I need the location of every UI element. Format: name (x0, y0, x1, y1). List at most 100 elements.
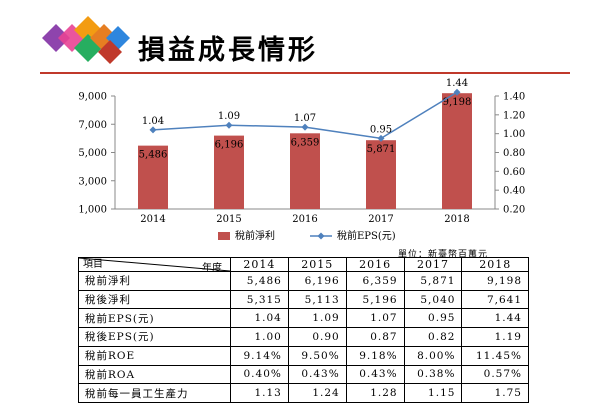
table-cell: 9,198 (461, 271, 529, 291)
table-cell: 0.82 (403, 327, 463, 347)
row-label: 稅前每一員工生產力 (78, 383, 231, 403)
table-cell: 1.19 (461, 327, 529, 347)
table-row: 稅後淨利 5,315 5,113 5,196 5,040 7,641 (78, 289, 529, 310)
row-label: 稅前ROE (78, 345, 231, 366)
unit-note: 單位：新臺幣百萬元 (398, 250, 489, 260)
bar (214, 135, 244, 209)
legend-swatch-bar (218, 232, 230, 240)
brand-logo (42, 16, 130, 64)
table-cell: 0.43% (345, 364, 405, 385)
table-cell: 9.18% (345, 345, 405, 366)
x-tick-label: 2015 (216, 214, 241, 225)
table-cell: 6,359 (345, 271, 405, 291)
table-row: 稅前ROA 0.40% 0.43% 0.43% 0.38% 0.57% (78, 364, 529, 385)
table-cell: 1.28 (345, 383, 405, 403)
bar (138, 145, 168, 209)
row-label: 稅後淨利 (78, 289, 231, 310)
eps-point (149, 126, 157, 134)
row-label: 稅後EPS(元) (78, 327, 231, 347)
legend-swatch-marker (317, 232, 325, 240)
right-tick-label: 0.60 (503, 167, 525, 178)
legend-label: 稅前淨利 (235, 229, 275, 242)
eps-point (225, 121, 233, 129)
legend-label: 稅前EPS(元) (337, 229, 396, 242)
left-tick-label: 9,000 (78, 92, 107, 103)
eps-data-label: 1.07 (294, 113, 316, 124)
table-cell: 1.13 (230, 383, 289, 403)
row-label: 稅前EPS(元) (78, 308, 231, 329)
table-cell: 1.07 (345, 308, 405, 329)
table-cell: 1.15 (403, 383, 463, 403)
table-cell: 8.00% (403, 345, 463, 366)
table-cell: 0.43% (287, 364, 347, 385)
bar (366, 140, 396, 209)
profit-growth-chart: 9,000 7,000 5,000 3,000 1,000 1.40 1.20 1.00 0.8… (78, 78, 525, 242)
bar-data-label: 6,359 (291, 137, 320, 148)
table-cell: 0.38% (403, 364, 463, 385)
title-divider (40, 72, 570, 74)
table-cell: 5,315 (230, 289, 289, 310)
bar (290, 133, 320, 209)
eps-data-label: 0.95 (370, 124, 392, 135)
table-cell: 11.45% (461, 345, 529, 366)
table-cell: 1.44 (461, 308, 529, 329)
corner-year-label: 年度 (202, 263, 222, 274)
right-tick-label: 1.40 (503, 92, 525, 103)
table-cell: 0.90 (287, 327, 347, 347)
x-tick-label: 2017 (368, 214, 393, 225)
table-cell: 5,486 (230, 271, 289, 291)
table-cell: 0.57% (461, 364, 529, 385)
table-cell: 0.40% (230, 364, 289, 385)
left-tick-label: 5,000 (78, 148, 107, 159)
table-cell: 9.50% (287, 345, 347, 366)
eps-data-label: 1.44 (446, 78, 468, 89)
table-cell: 1.04 (230, 308, 289, 329)
corner-item-label: 項目 (83, 259, 103, 270)
year-header: 2016 (345, 257, 405, 272)
table-row: 稅前淨利 5,486 6,196 6,359 5,871 9,198 (78, 271, 529, 291)
table-cell: 5,196 (345, 289, 405, 310)
table-cell: 5,040 (403, 289, 463, 310)
bar-data-label: 5,486 (139, 150, 168, 161)
table-cell: 0.87 (345, 327, 405, 347)
eps-point (377, 134, 385, 142)
table-row: 稅前EPS(元) 1.04 1.09 1.07 0.95 1.44 (78, 308, 529, 329)
table-cell: 6,196 (287, 271, 347, 291)
row-label: 稅前淨利 (78, 271, 231, 291)
table-cell: 1.75 (461, 383, 529, 403)
table-row: 稅前ROE 9.14% 9.50% 9.18% 8.00% 11.45% (78, 345, 529, 366)
right-tick-label: 0.80 (503, 148, 525, 159)
left-tick-label: 1,000 (78, 205, 107, 216)
table-corner-cell: 年度 項目 (78, 257, 231, 274)
right-tick-label: 0.40 (503, 186, 525, 197)
eps-point (301, 123, 309, 131)
bar-data-label: 6,196 (215, 140, 244, 151)
eps-data-label: 1.09 (218, 111, 240, 122)
right-tick-label: 0.20 (503, 205, 525, 216)
bar-data-label: 9,198 (443, 97, 472, 108)
eps-data-label: 1.04 (142, 116, 164, 127)
table-cell: 5,113 (287, 289, 347, 310)
table-cell: 7,641 (461, 289, 529, 310)
table-cell: 0.95 (403, 308, 463, 329)
table-row: 稅後EPS(元) 1.00 0.90 0.87 0.82 1.19 (78, 327, 529, 347)
page-title: 損益成長情形 (138, 35, 318, 66)
x-tick-label: 2014 (140, 214, 165, 225)
bar (442, 93, 472, 209)
x-tick-label: 2016 (292, 214, 317, 225)
table-cell: 1.09 (287, 308, 347, 329)
right-tick-label: 1.00 (503, 129, 525, 140)
table-cell: 5,871 (403, 271, 463, 291)
x-tick-label: 2018 (444, 214, 469, 225)
year-header: 2015 (287, 257, 347, 272)
bar-data-label: 5,871 (367, 144, 396, 155)
left-tick-label: 3,000 (78, 176, 107, 187)
right-tick-label: 1.20 (503, 110, 525, 121)
financial-table: 年度 項目 2014 2015 2016 2017 2018 稅前淨利 5,486… (78, 257, 529, 403)
table-cell: 1.24 (287, 383, 347, 403)
year-header: 2017 (403, 257, 463, 272)
year-header: 2018 (461, 257, 529, 272)
eps-point (453, 88, 461, 96)
row-label: 稅前ROA (78, 364, 231, 385)
table-cell: 1.00 (230, 327, 289, 347)
